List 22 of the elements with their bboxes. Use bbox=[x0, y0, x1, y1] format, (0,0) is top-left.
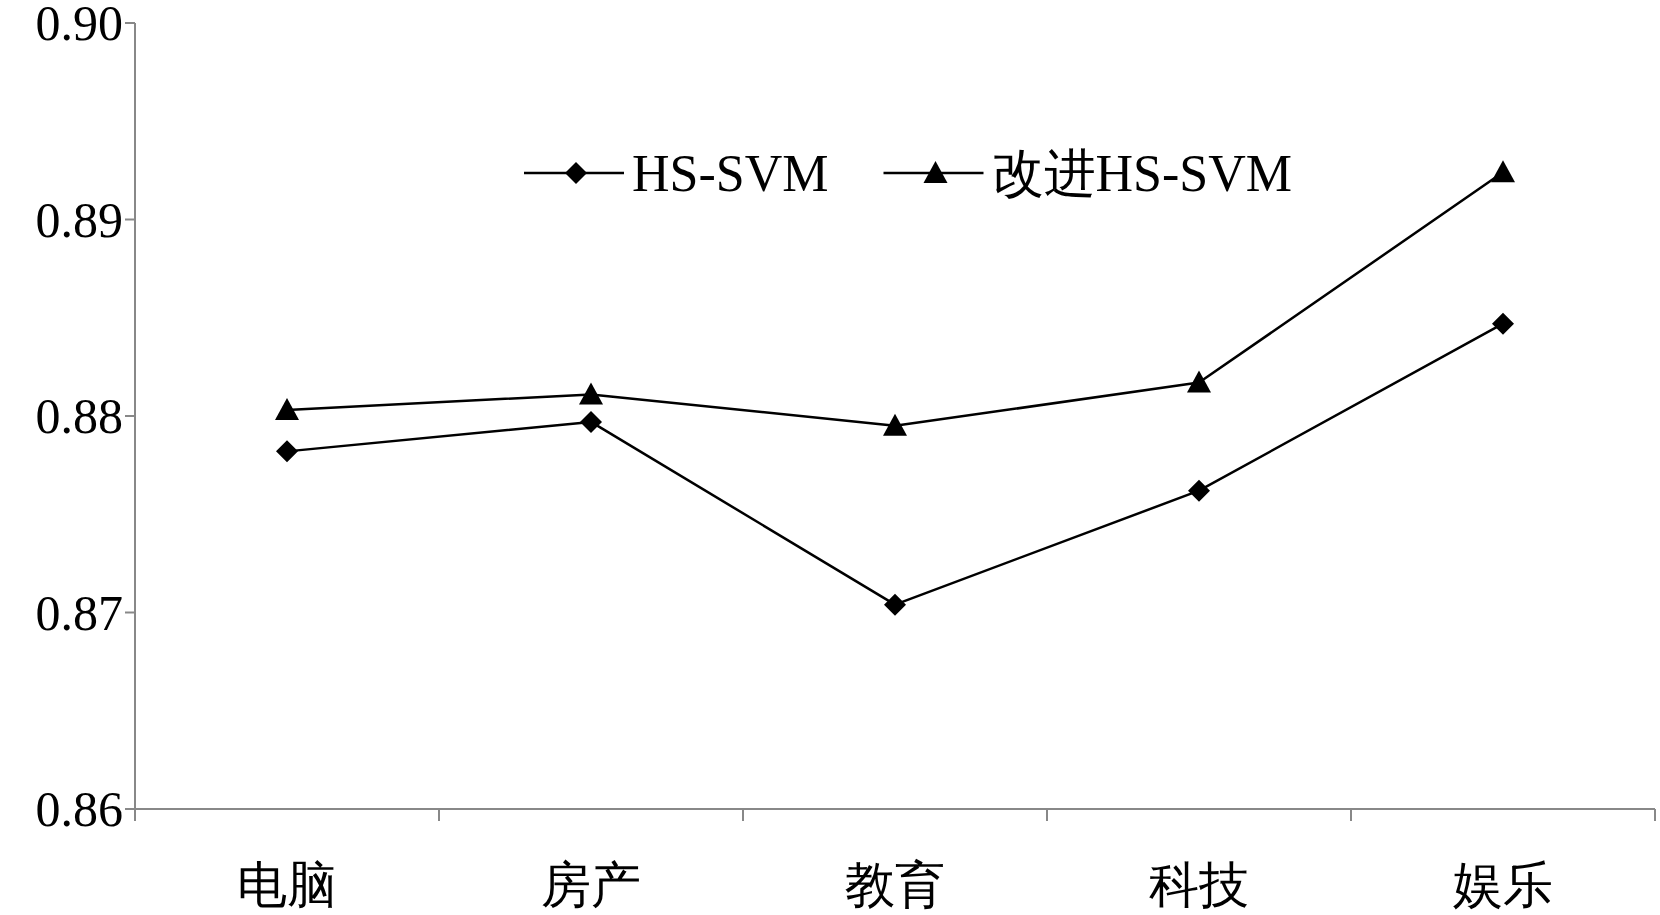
legend-label: 改进HS-SVM bbox=[991, 144, 1292, 202]
point bbox=[1491, 160, 1515, 183]
y-tick-label: 0.89 bbox=[35, 191, 123, 248]
x-tick-label: 房产 bbox=[541, 857, 641, 913]
point bbox=[579, 382, 603, 405]
y-tick-label: 0.86 bbox=[35, 781, 123, 837]
point bbox=[580, 410, 602, 433]
point bbox=[275, 398, 299, 421]
point bbox=[884, 593, 906, 616]
y-tick-label: 0.90 bbox=[35, 0, 123, 51]
legend-label: HS-SVM bbox=[632, 144, 829, 202]
point bbox=[883, 413, 907, 436]
x-tick-label: 娱乐 bbox=[1453, 857, 1553, 913]
point bbox=[1492, 312, 1514, 335]
point bbox=[1188, 479, 1210, 502]
point bbox=[276, 440, 298, 463]
x-tick-label: 科技 bbox=[1149, 857, 1249, 913]
x-tick-label: 电脑 bbox=[237, 857, 337, 913]
y-tick-label: 0.87 bbox=[35, 584, 123, 641]
point bbox=[1187, 370, 1211, 393]
y-tick-label: 0.88 bbox=[35, 388, 123, 444]
x-tick-label: 教育 bbox=[845, 857, 945, 913]
